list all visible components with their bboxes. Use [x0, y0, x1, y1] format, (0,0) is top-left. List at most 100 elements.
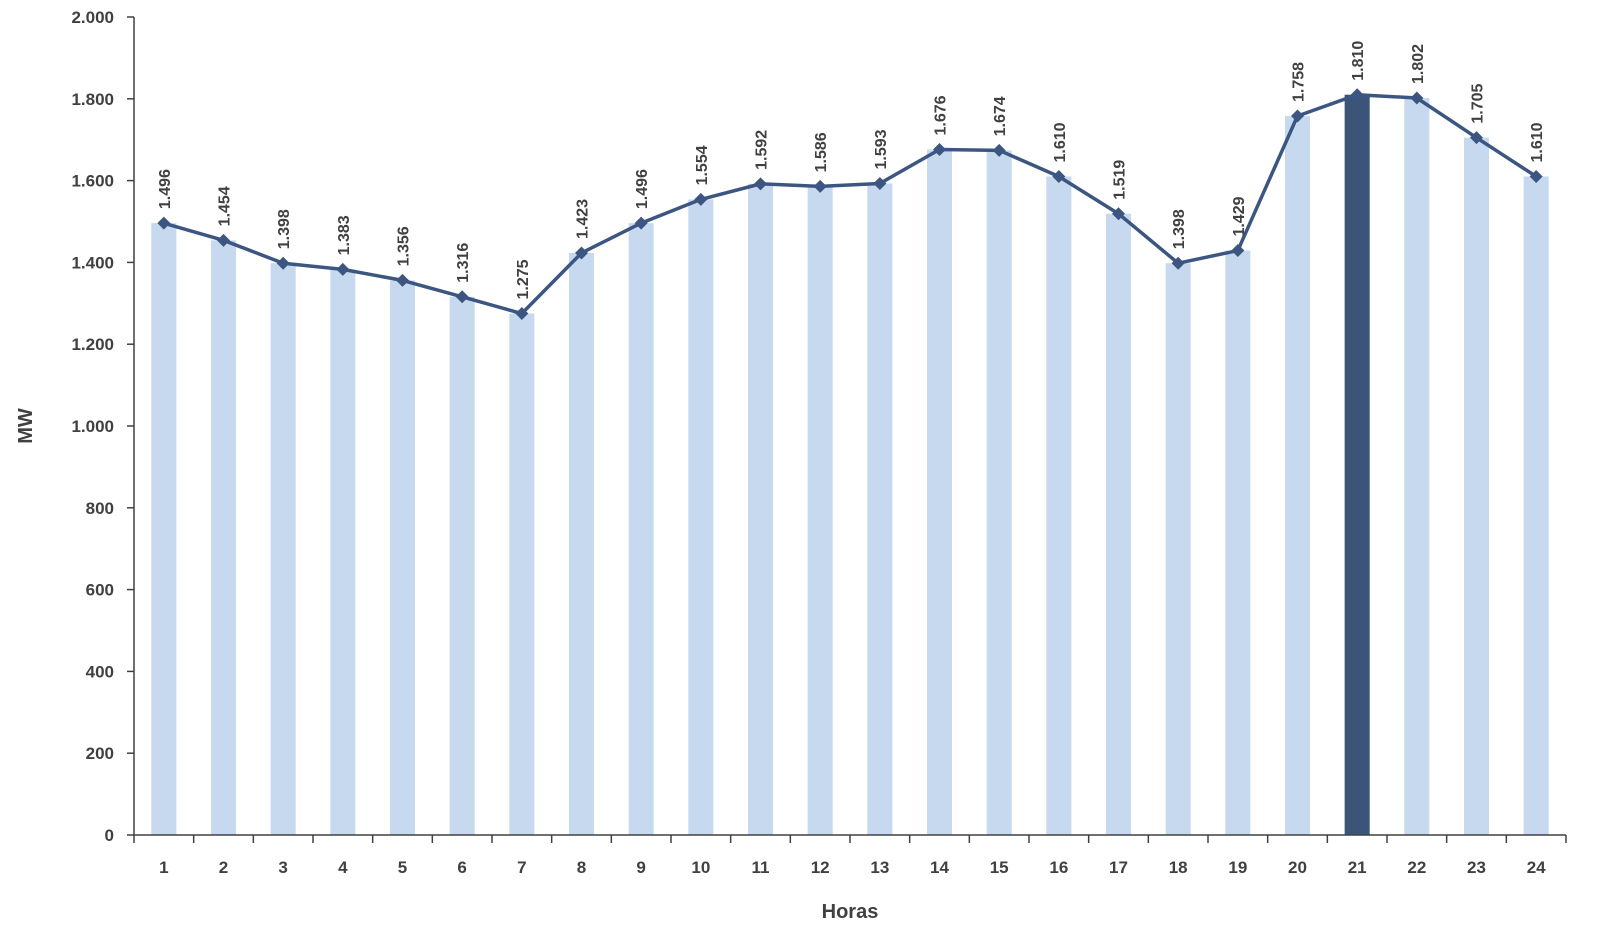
- data-label-hour-8: 1.423: [575, 199, 592, 239]
- bar-hour-6: [449, 296, 475, 836]
- y-tick-label: 1.000: [71, 417, 114, 436]
- bar-hour-8: [568, 252, 595, 836]
- x-tick-label: 3: [278, 858, 287, 877]
- line-marker-hour-20: [1291, 109, 1304, 123]
- y-tick-label: 200: [86, 744, 114, 763]
- y-axis-title: MW: [15, 408, 37, 444]
- y-tick-label: 1.600: [71, 172, 114, 191]
- line-marker-hour-18: [1171, 256, 1185, 270]
- x-tick-label: 20: [1288, 858, 1307, 877]
- data-label-hour-9: 1.496: [634, 169, 651, 209]
- line-marker-hour-7: [515, 307, 529, 321]
- x-tick-label: 2: [219, 858, 228, 877]
- line-marker-hour-12: [813, 179, 827, 193]
- y-tick-label: 2.000: [71, 8, 114, 27]
- data-label-hour-1: 1.496: [157, 169, 174, 209]
- bar-hour-2: [210, 240, 237, 836]
- x-tick-label: 5: [398, 858, 407, 877]
- line-marker-hour-22: [1410, 91, 1424, 105]
- bar-hour-1: [151, 223, 177, 836]
- bar-hour-20: [1284, 115, 1311, 835]
- line-marker-hour-23: [1470, 131, 1483, 145]
- bar-hour-15: [986, 150, 1012, 836]
- bar-hour-16: [1046, 176, 1072, 835]
- bar-hour-22: [1404, 97, 1430, 836]
- x-tick-label: 11: [752, 858, 770, 877]
- data-label-hour-11: 1.592: [754, 130, 771, 170]
- data-label-hour-16: 1.610: [1052, 122, 1069, 162]
- bar-hour-23: [1463, 137, 1490, 835]
- y-tick-label: 0: [105, 826, 114, 845]
- x-tick-label: 13: [870, 858, 889, 877]
- line-marker-hour-6: [455, 290, 469, 304]
- series-line: [163, 92, 1538, 316]
- x-tick-label: 4: [338, 858, 348, 877]
- bar-hour-11: [747, 183, 774, 835]
- bar-hour-3: [270, 263, 296, 835]
- data-label-hour-6: 1.316: [455, 243, 472, 283]
- line-marker-hour-21: [1350, 88, 1364, 102]
- x-tick-label: 6: [457, 858, 466, 877]
- x-tick-label: 21: [1348, 858, 1367, 877]
- x-tick-label: 10: [691, 858, 710, 877]
- line-marker-hour-24: [1529, 170, 1543, 184]
- data-label-hour-2: 1.454: [217, 186, 234, 226]
- x-ticks: 1 2 3 4 5 6 7 8 9 10 11 12 13 14 15 16 17 18 19 20 21 22 23 24: [133, 835, 1567, 877]
- y-tick-label: 1.800: [71, 90, 114, 109]
- line-marker-hour-15: [992, 143, 1006, 157]
- bar-hour-18: [1165, 263, 1191, 835]
- bar-hour-12: [807, 186, 833, 836]
- line-marker-hour-9: [634, 216, 648, 230]
- line-series: [157, 88, 1543, 321]
- x-tick-label: 12: [811, 858, 830, 877]
- x-tick-label: 17: [1109, 858, 1128, 877]
- y-ticks: 0 200 400 600 800 1.000 1.200 1.400 1.600 1.800 2.…: [71, 8, 134, 845]
- data-label-hour-12: 1.586: [813, 132, 830, 172]
- line-marker-hour-8: [575, 246, 588, 260]
- data-label-hour-24: 1.610: [1529, 122, 1546, 162]
- data-label-hour-22: 1.802: [1410, 44, 1427, 84]
- line-marker-hour-17: [1112, 207, 1125, 221]
- bar-hour-5: [389, 280, 416, 835]
- bar-hour-13: [867, 183, 893, 835]
- y-tick-label: 400: [86, 662, 114, 681]
- x-tick-label: 1: [159, 858, 168, 877]
- bar-hour-9: [628, 223, 654, 836]
- data-label-hour-19: 1.429: [1231, 196, 1248, 236]
- x-tick-label: 15: [990, 858, 1009, 877]
- bar-hour-10: [688, 199, 714, 835]
- line-marker-hour-3: [276, 256, 290, 270]
- x-tick-label: 8: [577, 858, 586, 877]
- x-tick-label: 18: [1169, 858, 1188, 877]
- y-tick-label: 1.400: [71, 253, 114, 272]
- data-label-hour-23: 1.705: [1470, 84, 1487, 124]
- data-label-hour-14: 1.676: [933, 95, 950, 135]
- x-tick-label: 9: [636, 858, 645, 877]
- data-label-hour-17: 1.519: [1112, 160, 1129, 200]
- data-label-hour-3: 1.398: [276, 209, 293, 249]
- line-marker-hour-4: [336, 262, 350, 276]
- x-tick-label: 7: [517, 858, 526, 877]
- data-label-hour-18: 1.398: [1171, 209, 1188, 249]
- data-label-hour-15: 1.674: [992, 96, 1009, 136]
- data-label-hour-7: 1.275: [515, 259, 532, 299]
- data-label-hour-4: 1.383: [336, 215, 353, 255]
- x-tick-label: 19: [1228, 858, 1247, 877]
- x-tick-label: 14: [930, 858, 949, 877]
- bars-layer: [151, 94, 1549, 836]
- x-tick-label: 24: [1527, 858, 1546, 877]
- x-tick-label: 16: [1049, 858, 1068, 877]
- x-axis-title: Horas: [822, 901, 879, 923]
- line-marker-hour-1: [157, 216, 171, 230]
- line-marker-hour-11: [754, 177, 767, 191]
- y-tick-label: 600: [86, 581, 114, 600]
- line-marker-hour-13: [873, 176, 887, 190]
- data-labels: 1.496 1.454 1.398 1.383 1.356 1.316 1.275 1.423…: [157, 41, 1546, 300]
- line-marker-hour-19: [1231, 244, 1245, 258]
- data-label-hour-21: 1.810: [1350, 41, 1367, 81]
- data-label-hour-5: 1.356: [396, 226, 413, 266]
- bar-hour-14: [926, 149, 953, 836]
- line-marker-hour-16: [1052, 170, 1066, 184]
- line-marker-hour-5: [396, 273, 409, 287]
